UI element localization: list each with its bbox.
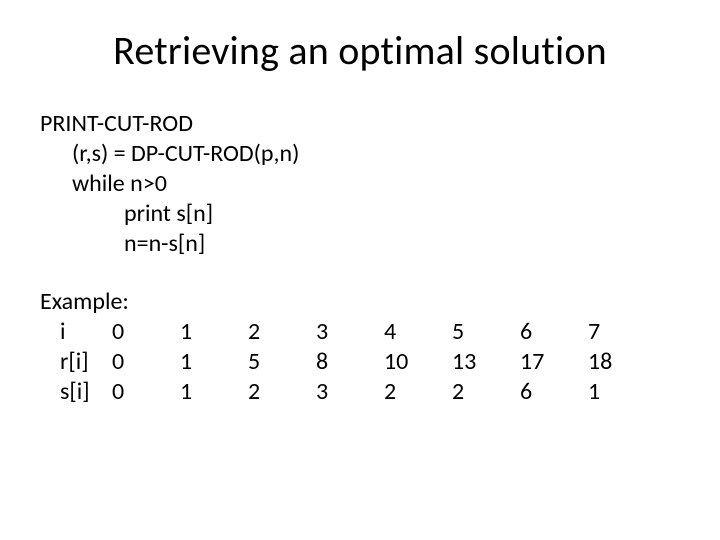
cell: 18 [588, 347, 656, 377]
cell: 17 [520, 347, 588, 377]
cell: 5 [248, 347, 316, 377]
cell: 2 [384, 377, 452, 407]
example-heading: Example: [40, 287, 680, 317]
example-table: i 0 1 2 3 4 5 6 7 r[i] 0 1 5 8 10 [60, 317, 656, 407]
cell: 2 [452, 377, 520, 407]
cell: 0 [112, 347, 180, 377]
algo-line-1: (r,s) = DP-CUT-ROD(p,n) [40, 139, 680, 169]
slide-title: Retrieving an optimal solution [40, 26, 680, 75]
example-block: Example: i 0 1 2 3 4 5 6 7 r[i] 0 1 [40, 287, 680, 407]
table-row: r[i] 0 1 5 8 10 13 17 18 [60, 347, 656, 377]
cell: 3 [316, 317, 384, 347]
slide-body: PRINT-CUT-ROD (r,s) = DP-CUT-ROD(p,n) wh… [40, 109, 680, 407]
cell: 7 [588, 317, 656, 347]
algorithm-block: PRINT-CUT-ROD (r,s) = DP-CUT-ROD(p,n) wh… [40, 109, 680, 259]
table-row: s[i] 0 1 2 3 2 2 6 1 [60, 377, 656, 407]
cell: 1 [180, 377, 248, 407]
cell: 4 [384, 317, 452, 347]
table-row: i 0 1 2 3 4 5 6 7 [60, 317, 656, 347]
cell: 1 [180, 347, 248, 377]
cell: 13 [452, 347, 520, 377]
algo-line-4: n=n-s[n] [40, 229, 680, 259]
cell: 2 [248, 377, 316, 407]
algo-line-2: while n>0 [40, 169, 680, 199]
cell: 1 [588, 377, 656, 407]
row-label-s: s[i] [60, 377, 112, 407]
cell: 6 [520, 377, 588, 407]
algo-line-3: print s[n] [40, 199, 680, 229]
cell: 5 [452, 317, 520, 347]
cell: 10 [384, 347, 452, 377]
row-label-i: i [60, 317, 112, 347]
algo-name: PRINT-CUT-ROD [40, 109, 680, 139]
cell: 8 [316, 347, 384, 377]
cell: 0 [112, 377, 180, 407]
row-label-r: r[i] [60, 347, 112, 377]
cell: 1 [180, 317, 248, 347]
slide: Retrieving an optimal solution PRINT-CUT… [0, 0, 720, 540]
cell: 3 [316, 377, 384, 407]
cell: 6 [520, 317, 588, 347]
cell: 2 [248, 317, 316, 347]
cell: 0 [112, 317, 180, 347]
